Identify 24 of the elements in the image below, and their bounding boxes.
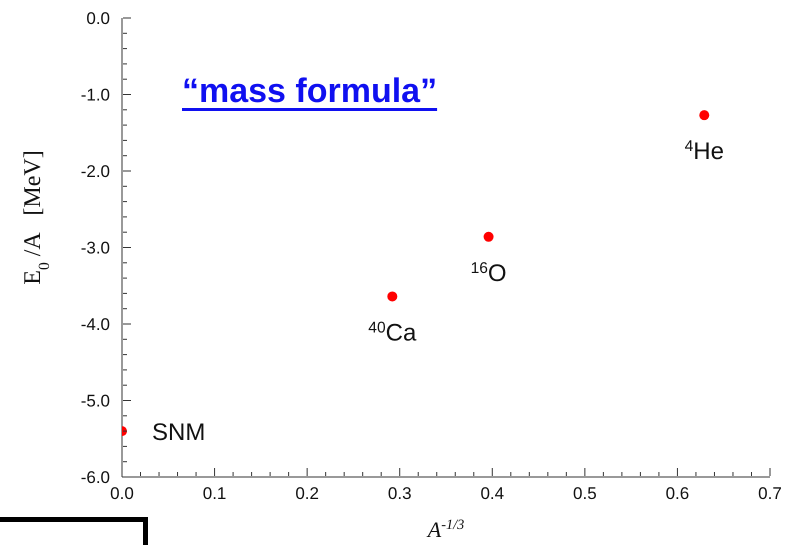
x-tick-label: 0.5 xyxy=(573,484,597,503)
y-tick-label: -6.0 xyxy=(80,468,110,487)
point xyxy=(484,232,494,242)
annotation: $^{40}$Ca xyxy=(368,318,417,346)
annotation: $^{4}$He xyxy=(684,138,724,166)
annotation: $^{16}$O xyxy=(470,259,507,287)
y-tick-label: -4.0 xyxy=(80,315,110,334)
y-tick-label: -5.0 xyxy=(80,392,110,410)
x-tick-label: 0.2 xyxy=(295,484,319,503)
x-tick-label: 0.1 xyxy=(202,484,226,503)
x-axis-title: A$^{-1/3}$ xyxy=(426,517,464,542)
text: “mass formula” xyxy=(182,72,438,111)
y-tick-label: -1.0 xyxy=(80,86,110,104)
y-tick-label: -3.0 xyxy=(80,238,110,258)
point xyxy=(387,291,398,302)
x-tick-label: 0.0 xyxy=(110,484,134,503)
point xyxy=(699,110,710,120)
x-tick-label: 0.4 xyxy=(480,484,504,503)
x-tick-label: 0.6 xyxy=(666,484,690,503)
annotation: SNM xyxy=(152,419,206,446)
y-tick-label: -2.0 xyxy=(80,162,110,181)
y-tick-label: 0.0 xyxy=(86,9,110,28)
x-tick-label: 0.7 xyxy=(758,484,782,503)
x-tick-label: 0.3 xyxy=(388,484,412,503)
